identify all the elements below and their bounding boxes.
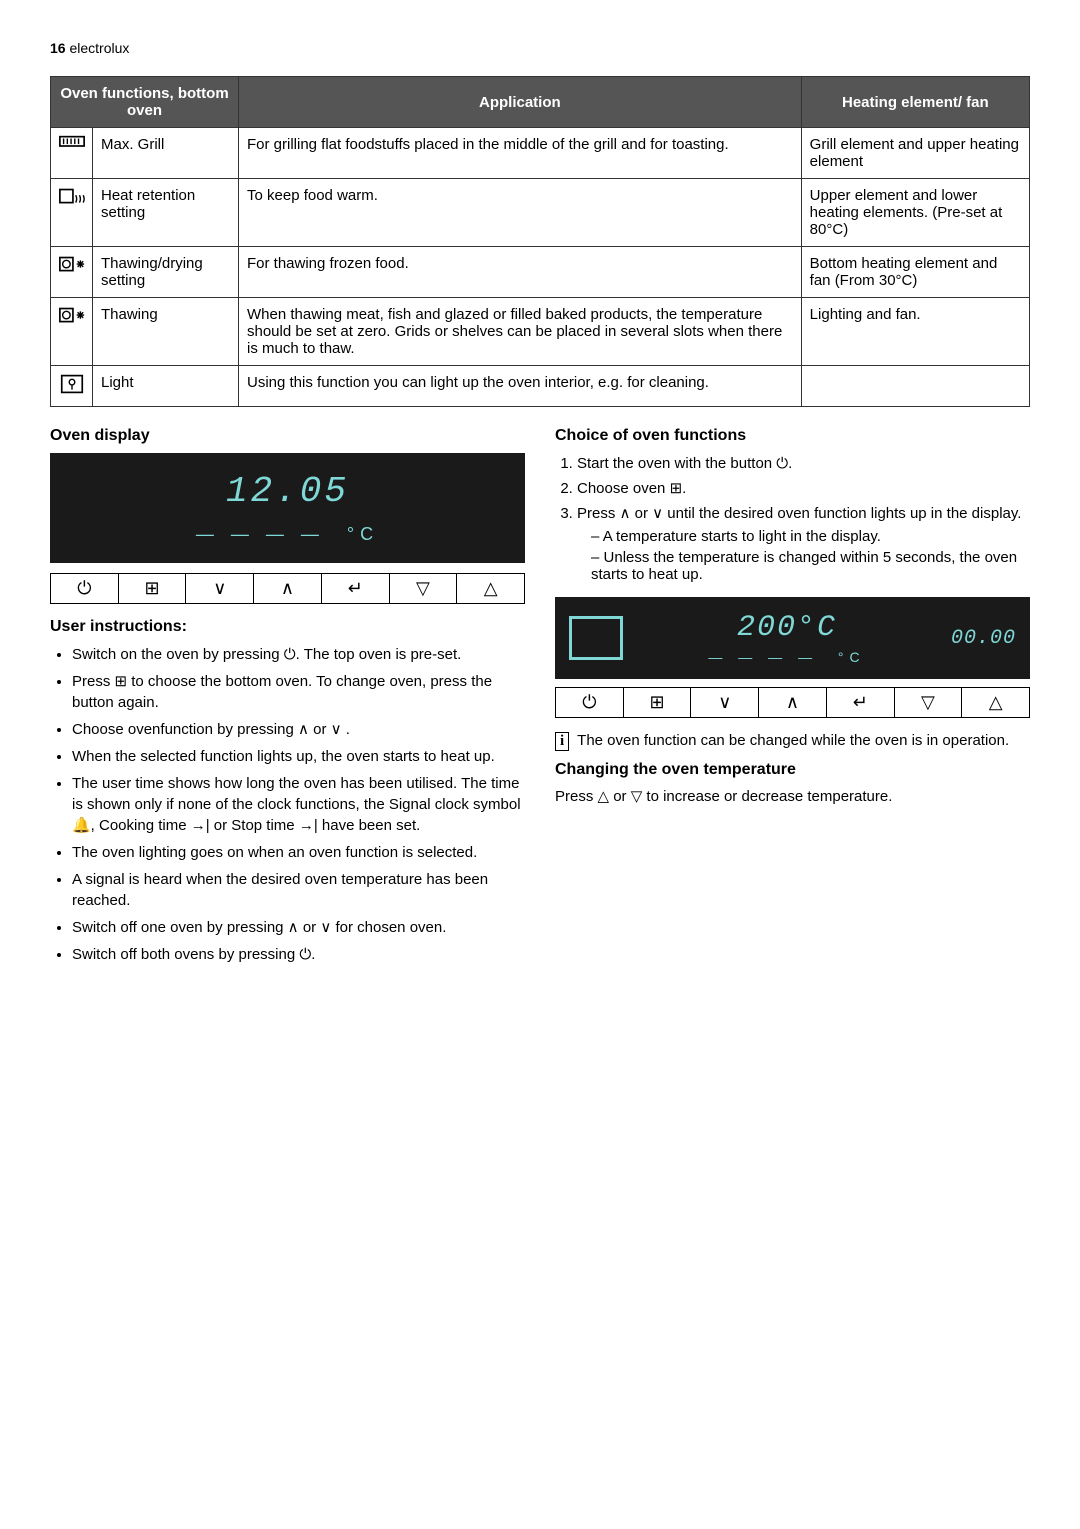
display2-symbol-row: — — — — °C <box>637 649 937 665</box>
control-button[interactable]: ↵ <box>827 688 895 717</box>
function-heating: Upper element and lower heating elements… <box>801 179 1029 247</box>
function-application: When thawing meat, fish and glazed or fi… <box>239 298 802 366</box>
control-button[interactable]: ⊞ <box>119 574 187 603</box>
instruction-item: Switch off one oven by pressing ∧ or ∨ f… <box>72 917 525 938</box>
info-icon: i <box>555 732 569 751</box>
user-instructions-list: Switch on the oven by pressing ⏻. The to… <box>50 644 525 965</box>
function-heating: Grill element and upper heating element <box>801 128 1029 179</box>
function-heating <box>801 366 1029 407</box>
oven-functions-table: Oven functions, bottom oven Application … <box>50 76 1030 407</box>
instruction-item: Switch on the oven by pressing ⏻. The to… <box>72 644 525 665</box>
page-number: 16 <box>50 40 66 56</box>
choice-steps-list: Start the oven with the button ⏻. Choose … <box>555 453 1030 524</box>
function-icon <box>51 366 93 407</box>
function-icon <box>51 128 93 179</box>
function-application: For thawing frozen food. <box>239 247 802 298</box>
temp-change-text: Press △ or ▽ to increase or decrease tem… <box>555 787 1030 805</box>
instruction-item: A signal is heard when the desired oven … <box>72 869 525 911</box>
function-icon <box>51 179 93 247</box>
function-heating: Bottom heating element and fan (From 30°… <box>801 247 1029 298</box>
choice-heading: Choice of oven functions <box>555 427 1030 445</box>
oven-display-panel-2: 200°C — — — — °C 00.00 <box>555 597 1030 679</box>
sub-step-item: Unless the temperature is changed within… <box>591 549 1030 583</box>
instruction-item: The user time shows how long the oven ha… <box>72 773 525 836</box>
control-button[interactable]: ∧ <box>759 688 827 717</box>
control-button[interactable]: △ <box>457 574 524 603</box>
function-icon <box>51 298 93 366</box>
th-heating: Heating element/ fan <box>801 77 1029 128</box>
display2-mode-icon <box>569 616 623 660</box>
instruction-item: Choose ovenfunction by pressing ∧ or ∨ . <box>72 719 525 740</box>
control-button[interactable]: ⊞ <box>624 688 692 717</box>
display-symbol-row: — — — — °C <box>68 524 507 545</box>
control-button[interactable]: ∨ <box>691 688 759 717</box>
table-row: ThawingWhen thawing meat, fish and glaze… <box>51 298 1030 366</box>
display-time: 12.05 <box>68 471 507 512</box>
instruction-item: Press ⊞ to choose the bottom oven. To ch… <box>72 671 525 713</box>
step-item: Press ∧ or ∨ until the desired oven func… <box>577 503 1030 524</box>
control-button[interactable]: ⏻ <box>51 574 119 603</box>
oven-display-panel: 12.05 — — — — °C <box>50 453 525 563</box>
table-row: Heat retention settingTo keep food warm.… <box>51 179 1030 247</box>
left-column: Oven display 12.05 — — — — °C ⏻⊞∨∧↵▽△ Us… <box>50 427 525 971</box>
table-row: Thawing/drying settingFor thawing frozen… <box>51 247 1030 298</box>
function-name: Thawing <box>93 298 239 366</box>
control-button-row-2: ⏻⊞∨∧↵▽△ <box>555 687 1030 718</box>
function-application: Using this function you can light up the… <box>239 366 802 407</box>
control-button[interactable]: ∨ <box>186 574 254 603</box>
instruction-item: The oven lighting goes on when an oven f… <box>72 842 525 863</box>
function-name: Heat retention setting <box>93 179 239 247</box>
function-icon <box>51 247 93 298</box>
control-button[interactable]: △ <box>962 688 1029 717</box>
function-name: Light <box>93 366 239 407</box>
control-button[interactable]: ↵ <box>322 574 390 603</box>
control-button[interactable]: ⏻ <box>556 688 624 717</box>
control-button-row: ⏻⊞∨∧↵▽△ <box>50 573 525 604</box>
right-column: Choice of oven functions Start the oven … <box>555 427 1030 971</box>
table-row: LightUsing this function you can light u… <box>51 366 1030 407</box>
page-header: 16 electrolux <box>50 40 1030 56</box>
user-instructions-heading: User instructions: <box>50 618 525 636</box>
function-heating: Lighting and fan. <box>801 298 1029 366</box>
table-row: Max. GrillFor grilling flat foodstuffs p… <box>51 128 1030 179</box>
temp-change-heading: Changing the oven temperature <box>555 761 1030 779</box>
step-item: Start the oven with the button ⏻. <box>577 453 1030 474</box>
function-name: Thawing/drying setting <box>93 247 239 298</box>
step-item: Choose oven ⊞. <box>577 478 1030 499</box>
control-button[interactable]: ∧ <box>254 574 322 603</box>
info-text: The oven function can be changed while t… <box>577 732 1009 749</box>
display2-time: 00.00 <box>951 627 1016 650</box>
oven-display-heading: Oven display <box>50 427 525 445</box>
sub-step-item: A temperature starts to light in the dis… <box>591 528 1030 545</box>
info-note: i The oven function can be changed while… <box>555 732 1030 751</box>
choice-sub-list: A temperature starts to light in the dis… <box>573 528 1030 583</box>
th-application: Application <box>239 77 802 128</box>
function-name: Max. Grill <box>93 128 239 179</box>
instruction-item: When the selected function lights up, th… <box>72 746 525 767</box>
instruction-item: Switch off both ovens by pressing ⏻. <box>72 944 525 965</box>
control-button[interactable]: ▽ <box>895 688 963 717</box>
display2-temp: 200°C <box>637 611 937 645</box>
function-application: For grilling flat foodstuffs placed in t… <box>239 128 802 179</box>
function-application: To keep food warm. <box>239 179 802 247</box>
th-function: Oven functions, bottom oven <box>51 77 239 128</box>
brand-label: electrolux <box>69 40 129 56</box>
control-button[interactable]: ▽ <box>390 574 458 603</box>
